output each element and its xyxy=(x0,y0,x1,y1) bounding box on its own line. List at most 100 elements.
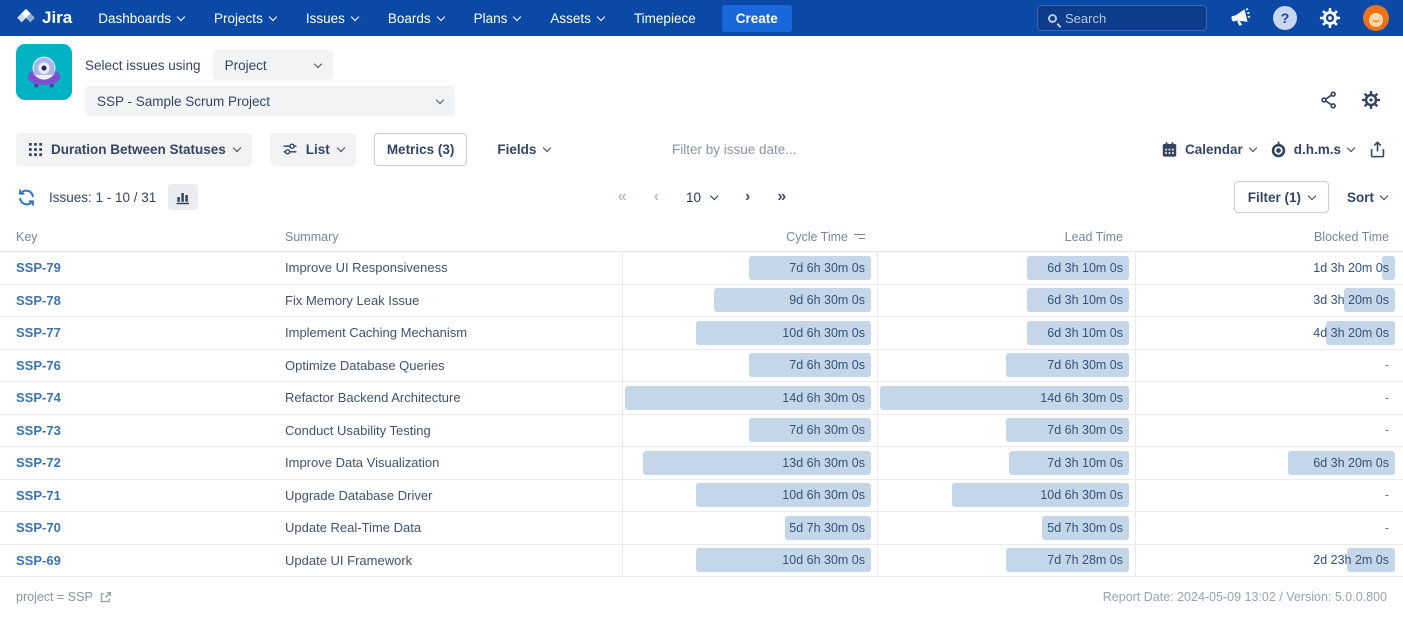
megaphone-icon[interactable] xyxy=(1227,5,1253,31)
jira-brand[interactable]: Jira xyxy=(16,8,72,28)
duration-value: 7d 6h 30m 0s xyxy=(789,358,877,372)
toolbar-right: Calendar d.h.m.s xyxy=(1161,140,1387,159)
brand-label: Jira xyxy=(42,8,72,28)
share-icon[interactable] xyxy=(1319,90,1339,110)
filter-dropdown[interactable]: Filter (1) xyxy=(1234,181,1329,213)
column-header-cycle-time[interactable]: Cycle Time xyxy=(622,230,877,244)
column-header-blocked-time[interactable]: Blocked Time xyxy=(1135,230,1403,244)
duration-value: - xyxy=(1385,423,1403,437)
nav-item-issues[interactable]: Issues xyxy=(306,11,358,26)
nav-menu: Dashboards Projects Issues Boards Plans Asset… xyxy=(98,11,695,26)
refresh-icon[interactable] xyxy=(16,187,37,208)
issue-key-link[interactable]: SSP-70 xyxy=(16,520,61,535)
duration-value: 4d 3h 20m 0s xyxy=(1313,326,1403,340)
select-mode-dropdown[interactable]: Project xyxy=(213,50,333,80)
gadget-settings-gear-icon[interactable] xyxy=(1361,90,1381,110)
lead-time-cell: 5d 7h 30m 0s xyxy=(877,512,1135,544)
key-cell: SSP-71 xyxy=(0,480,285,512)
cycle-time-cell: 10d 6h 30m 0s xyxy=(622,317,877,349)
cycle-time-cell: 10d 6h 30m 0s xyxy=(622,480,877,512)
external-link-icon[interactable] xyxy=(99,591,112,604)
duration-value: 6d 3h 20m 0s xyxy=(1313,456,1403,470)
prev-page-button[interactable]: ‹ xyxy=(654,188,658,206)
duration-value: - xyxy=(1385,521,1403,535)
export-icon[interactable] xyxy=(1368,140,1387,159)
fields-dropdown[interactable]: Fields xyxy=(485,133,562,166)
page-bar-right: Filter (1) Sort xyxy=(1234,181,1387,213)
calendar-dropdown[interactable]: Calendar xyxy=(1161,141,1256,158)
issue-key-link[interactable]: SSP-73 xyxy=(16,423,61,438)
issue-key-link[interactable]: SSP-69 xyxy=(16,553,61,568)
metrics-button[interactable]: Metrics (3) xyxy=(374,133,468,166)
nav-item-plans[interactable]: Plans xyxy=(474,11,521,26)
pager: « ‹ 10 › » xyxy=(618,188,786,206)
report-type-dropdown[interactable]: Duration Between Statuses xyxy=(16,133,252,166)
bar-chart-icon[interactable] xyxy=(168,184,198,210)
first-page-button[interactable]: « xyxy=(618,188,626,206)
chevron-down-icon xyxy=(337,143,345,151)
key-cell: SSP-69 xyxy=(0,545,285,577)
column-header-lead-time[interactable]: Lead Time xyxy=(877,230,1135,244)
nav-item-timepiece[interactable]: Timepiece xyxy=(634,11,696,26)
duration-value: - xyxy=(1385,358,1403,372)
nav-item-label: Timepiece xyxy=(634,11,696,26)
fields-label: Fields xyxy=(497,142,536,157)
time-format-dropdown[interactable]: d.h.m.s xyxy=(1270,141,1354,158)
table-row: SSP-74Refactor Backend Architecture14d 6… xyxy=(0,382,1403,415)
page-size-dropdown[interactable]: 10 xyxy=(686,190,717,205)
table-row: SSP-71Upgrade Database Driver10d 6h 30m … xyxy=(0,480,1403,513)
chevron-down-icon xyxy=(177,12,185,20)
help-icon[interactable]: ? xyxy=(1273,6,1297,30)
sort-icon xyxy=(854,234,865,240)
duration-value: 1d 3h 20m 0s xyxy=(1313,261,1403,275)
next-page-button[interactable]: › xyxy=(745,188,749,206)
nav-item-projects[interactable]: Projects xyxy=(214,11,276,26)
lead-time-cell: 6d 3h 10m 0s xyxy=(877,317,1135,349)
nav-item-boards[interactable]: Boards xyxy=(388,11,444,26)
column-header-summary[interactable]: Summary xyxy=(285,230,622,244)
report-type-label: Duration Between Statuses xyxy=(51,142,226,157)
gadget-actions xyxy=(1319,74,1381,126)
table-row: SSP-77Implement Caching Mechanism10d 6h … xyxy=(0,317,1403,350)
blocked-cell: - xyxy=(1135,350,1403,382)
duration-value: 6d 3h 10m 0s xyxy=(1047,261,1135,275)
project-dropdown[interactable]: SSP - Sample Scrum Project xyxy=(85,86,455,116)
issue-date-filter[interactable]: Filter by issue date... xyxy=(672,142,797,157)
chevron-down-icon xyxy=(436,12,444,20)
column-header-key[interactable]: Key xyxy=(0,230,285,244)
duration-value: 7d 6h 30m 0s xyxy=(789,423,877,437)
gear-icon[interactable] xyxy=(1317,5,1343,31)
issue-key-link[interactable]: SSP-78 xyxy=(16,293,61,308)
duration-value: 7d 6h 30m 0s xyxy=(789,261,877,275)
issue-key-link[interactable]: SSP-72 xyxy=(16,455,61,470)
jql-query: project = SSP xyxy=(16,590,112,604)
summary-cell: Optimize Database Queries xyxy=(285,350,622,382)
duration-value: - xyxy=(1385,391,1403,405)
top-nav-right: Search ? xyxy=(1037,5,1389,31)
cycle-time-cell: 5d 7h 30m 0s xyxy=(622,512,877,544)
duration-value: 14d 6h 30m 0s xyxy=(1040,391,1135,405)
chevron-down-icon xyxy=(436,95,444,103)
duration-value: 5d 7h 30m 0s xyxy=(1047,521,1135,535)
nav-item-label: Dashboards xyxy=(98,11,171,26)
issue-key-link[interactable]: SSP-76 xyxy=(16,358,61,373)
last-page-button[interactable]: » xyxy=(777,188,785,206)
search-input[interactable]: Search xyxy=(1037,5,1207,31)
issue-key-link[interactable]: SSP-71 xyxy=(16,488,61,503)
key-cell: SSP-74 xyxy=(0,382,285,414)
nav-item-assets[interactable]: Assets xyxy=(550,11,604,26)
nav-item-dashboards[interactable]: Dashboards xyxy=(98,11,184,26)
cycle-time-cell: 13d 6h 30m 0s xyxy=(622,447,877,479)
issue-key-link[interactable]: SSP-77 xyxy=(16,325,61,340)
sort-label: Sort xyxy=(1347,190,1374,205)
cycle-time-cell: 14d 6h 30m 0s xyxy=(622,382,877,414)
issue-key-link[interactable]: SSP-74 xyxy=(16,390,61,405)
calendar-icon xyxy=(1161,141,1178,158)
create-button[interactable]: Create xyxy=(722,5,792,32)
view-dropdown[interactable]: List xyxy=(270,133,356,166)
issue-key-link[interactable]: SSP-79 xyxy=(16,260,61,275)
sort-dropdown[interactable]: Sort xyxy=(1347,190,1387,205)
blocked-cell: 4d 3h 20m 0s xyxy=(1135,317,1403,349)
blocked-cell: - xyxy=(1135,415,1403,447)
user-avatar[interactable] xyxy=(1363,5,1389,31)
